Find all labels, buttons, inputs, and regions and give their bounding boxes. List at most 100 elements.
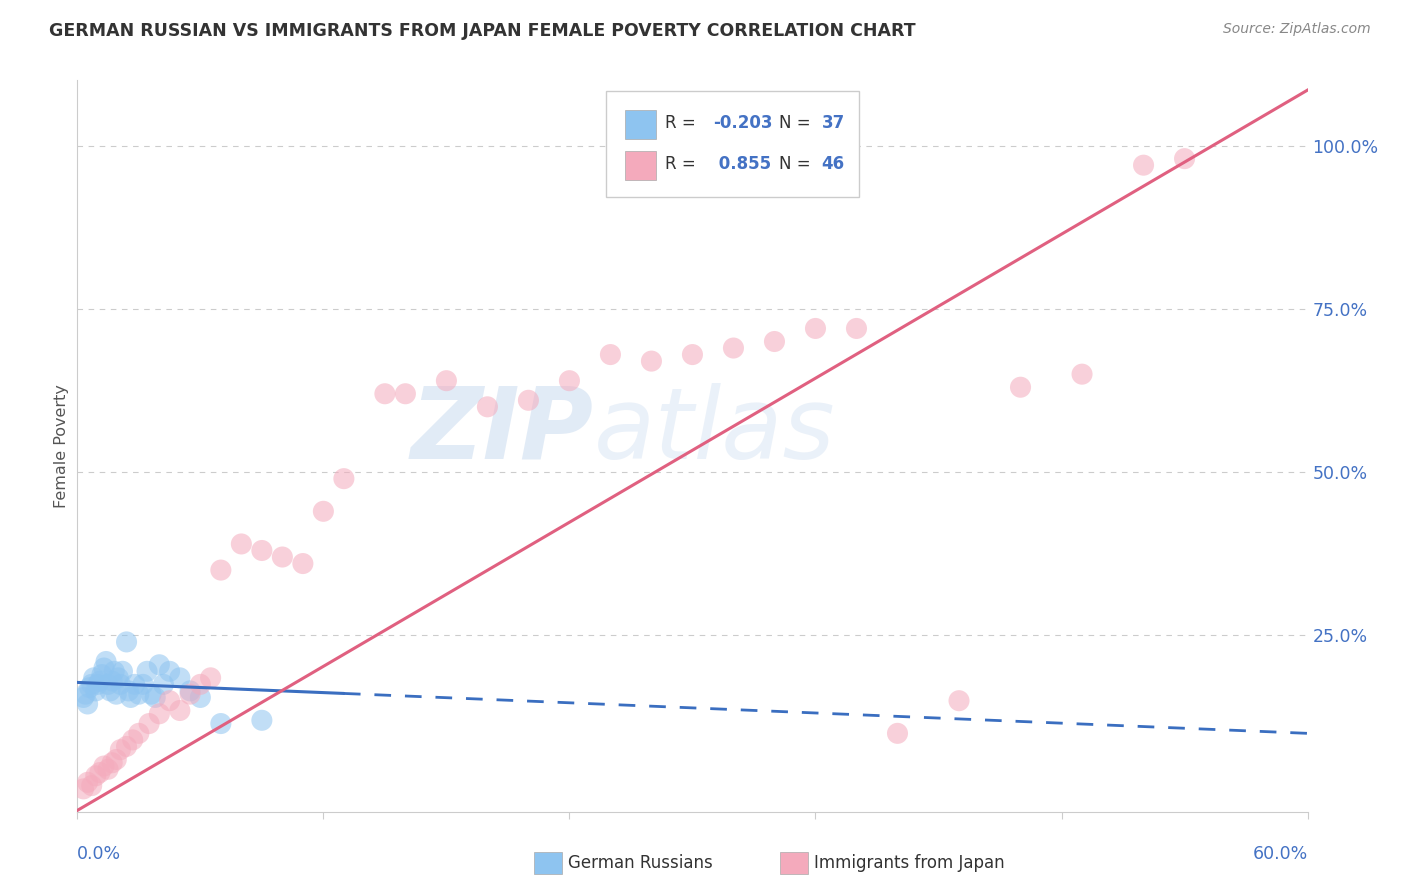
Point [763, 334, 786, 349]
Point [132, 677, 155, 691]
Text: 37: 37 [821, 113, 845, 132]
Point [105, 687, 128, 701]
Point [84, 684, 107, 698]
Point [558, 374, 581, 388]
Point [599, 348, 621, 362]
Point [188, 690, 212, 705]
Point [136, 665, 159, 679]
Point [101, 674, 124, 689]
Point [209, 716, 232, 731]
Point [115, 739, 138, 754]
Point [110, 677, 132, 691]
Point [209, 563, 232, 577]
Point [110, 742, 132, 756]
Point [141, 687, 163, 701]
Point [1071, 367, 1094, 381]
Point [128, 687, 150, 701]
Point [79, 681, 101, 695]
Point [374, 386, 396, 401]
Point [640, 354, 662, 368]
Point [89, 674, 111, 689]
Text: Immigrants from Japan: Immigrants from Japan [814, 854, 1005, 871]
Point [72, 690, 94, 705]
Point [394, 386, 416, 401]
Text: 0.0%: 0.0% [77, 845, 121, 863]
Point [179, 687, 201, 701]
Point [312, 504, 335, 518]
Point [159, 665, 181, 679]
Text: 46: 46 [821, 155, 845, 173]
Point [93, 661, 115, 675]
Point [76, 775, 98, 789]
Text: N =: N = [779, 113, 815, 132]
Point [1174, 152, 1197, 166]
Point [188, 677, 212, 691]
Text: atlas: atlas [595, 383, 835, 480]
Text: Source: ZipAtlas.com: Source: ZipAtlas.com [1223, 22, 1371, 37]
Point [148, 706, 170, 721]
Point [477, 400, 499, 414]
Point [148, 657, 170, 672]
Point [103, 665, 125, 679]
Point [291, 557, 314, 571]
Text: R =: R = [665, 155, 702, 173]
Point [886, 726, 908, 740]
Point [124, 677, 146, 691]
Point [80, 677, 103, 691]
Point [169, 671, 191, 685]
Point [93, 759, 115, 773]
FancyBboxPatch shape [624, 152, 655, 180]
Point [250, 543, 273, 558]
Y-axis label: Female Poverty: Female Poverty [53, 384, 69, 508]
Point [723, 341, 745, 355]
FancyBboxPatch shape [606, 91, 859, 197]
Point [152, 677, 174, 691]
Text: -0.203: -0.203 [713, 113, 773, 132]
Point [87, 677, 110, 691]
FancyBboxPatch shape [624, 110, 655, 139]
Point [72, 781, 94, 796]
Point [1010, 380, 1032, 394]
Point [120, 690, 142, 705]
Point [138, 716, 160, 731]
Point [804, 321, 827, 335]
Point [76, 697, 98, 711]
Point [333, 472, 356, 486]
Point [271, 549, 294, 564]
Point [128, 726, 150, 740]
Text: 60.0%: 60.0% [1253, 845, 1308, 863]
Point [1132, 158, 1154, 172]
Point [90, 667, 114, 681]
Text: ZIP: ZIP [411, 383, 595, 480]
Point [89, 765, 111, 780]
Text: R =: R = [665, 113, 702, 132]
Point [169, 704, 191, 718]
Point [115, 635, 138, 649]
Text: N =: N = [779, 155, 815, 173]
Point [97, 677, 120, 691]
Point [105, 752, 128, 766]
Text: 0.855: 0.855 [713, 155, 772, 173]
Point [948, 694, 970, 708]
Point [179, 684, 201, 698]
Text: German Russians: German Russians [568, 854, 713, 871]
Point [83, 671, 105, 685]
Point [117, 684, 139, 698]
Point [143, 690, 166, 705]
Point [121, 732, 143, 747]
Point [98, 684, 121, 698]
Point [75, 687, 97, 701]
Point [250, 714, 273, 728]
Point [101, 756, 124, 770]
Point [682, 348, 704, 362]
Point [107, 671, 129, 685]
Point [84, 769, 107, 783]
Text: GERMAN RUSSIAN VS IMMIGRANTS FROM JAPAN FEMALE POVERTY CORRELATION CHART: GERMAN RUSSIAN VS IMMIGRANTS FROM JAPAN … [49, 22, 915, 40]
Point [80, 779, 103, 793]
Point [231, 537, 253, 551]
Point [159, 694, 181, 708]
Point [111, 665, 134, 679]
Point [436, 374, 458, 388]
Point [845, 321, 868, 335]
Point [200, 671, 222, 685]
